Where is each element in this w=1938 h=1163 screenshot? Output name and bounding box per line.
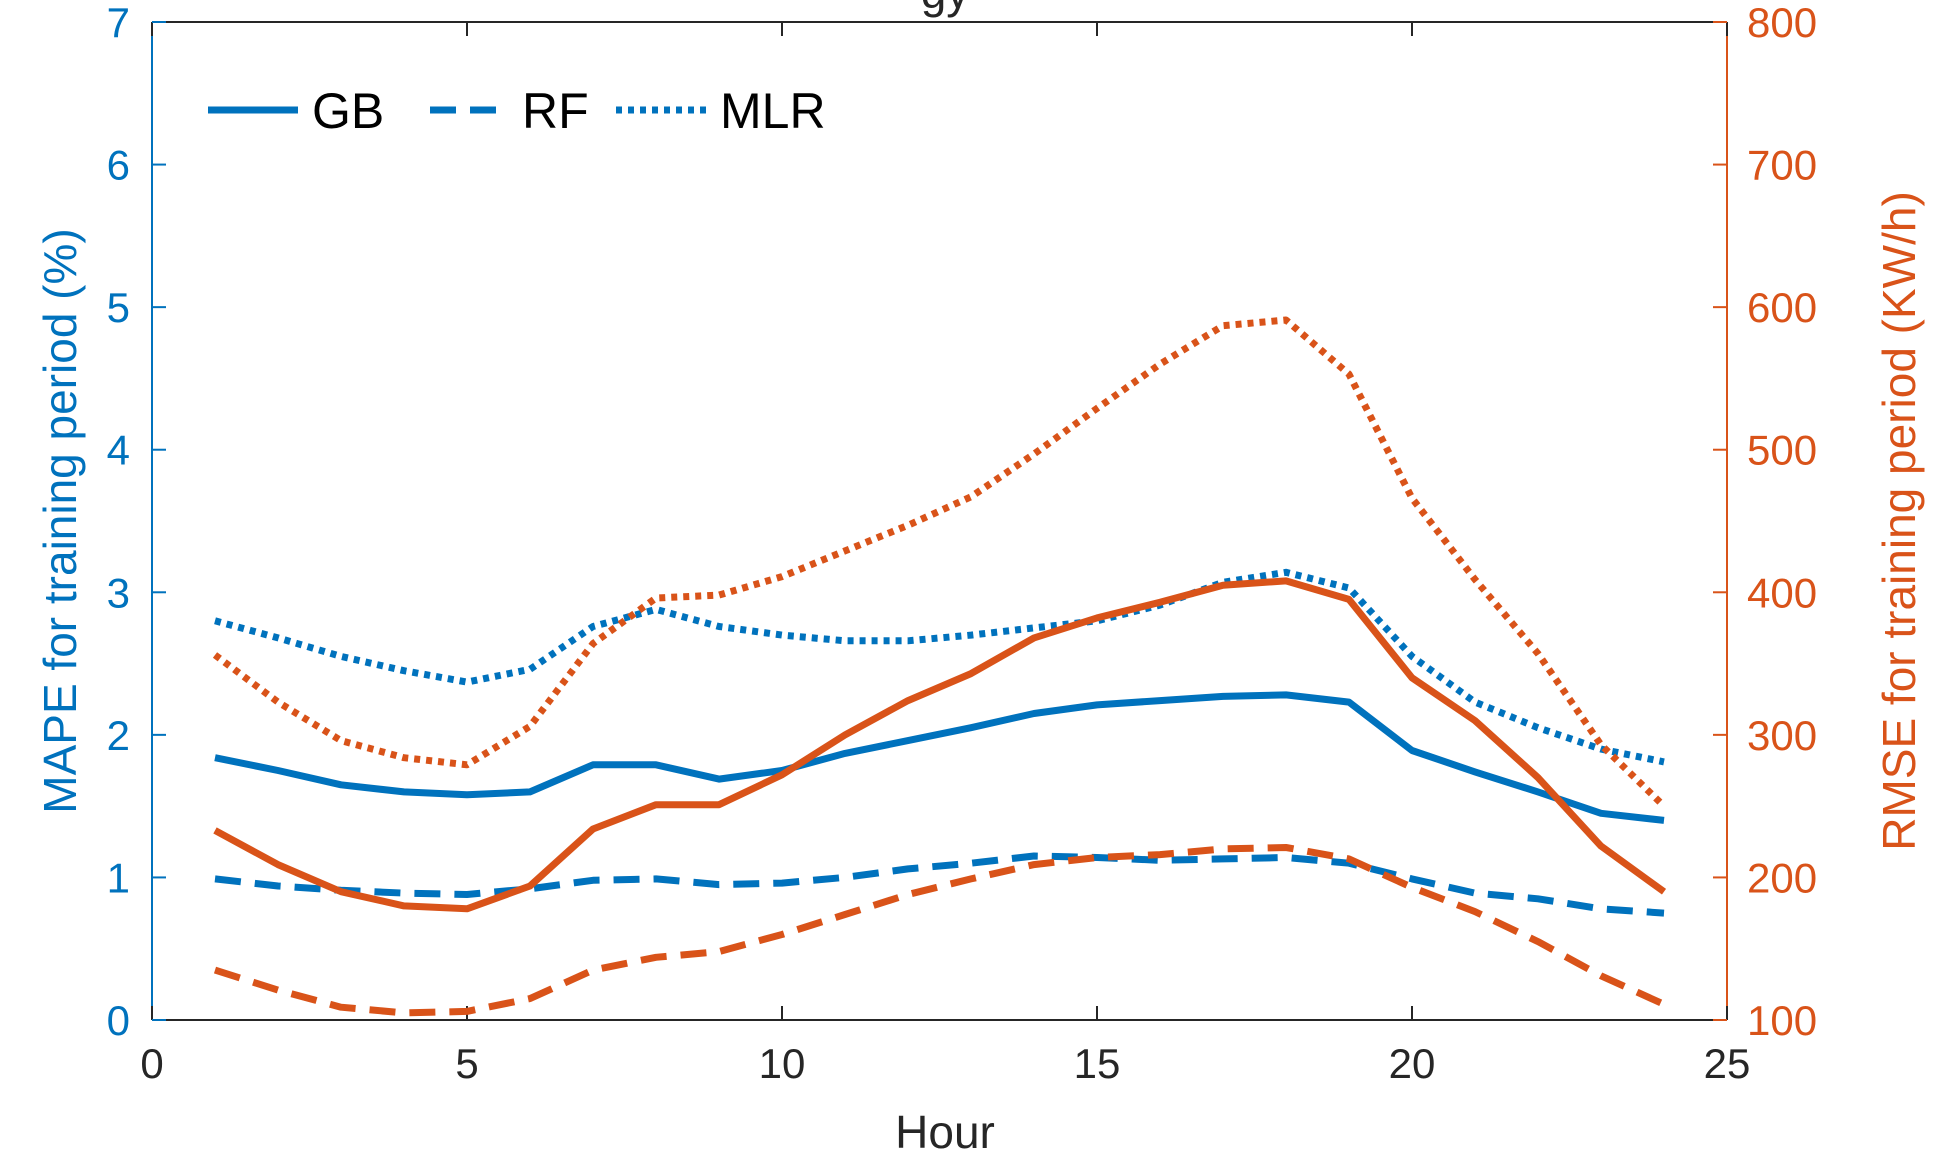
right-y-tick-label: 700 [1747,142,1817,189]
left-y-tick-label: 7 [107,0,130,46]
x-tick-label: 25 [1704,1040,1751,1087]
axes-frame [151,21,1728,1021]
legend-label-gb: GB [312,83,384,139]
series-lines [212,316,1667,1017]
legend-label-mlr: MLR [720,83,826,139]
right-y-tick-label: 400 [1747,569,1817,616]
left-y-tick-label: 4 [107,427,130,474]
tick-marks [151,21,1728,1021]
chart-title-fragment: gy [921,0,970,18]
legend: GB RF MLR [208,83,826,139]
left-y-tick-label: 3 [107,569,130,616]
series-line-gb-rmse [213,577,1667,913]
left-y-tick-label: 5 [107,284,130,331]
x-tick-label: 15 [1074,1040,1121,1087]
right-y-tick-label: 800 [1747,0,1817,46]
x-tick-label: 5 [455,1040,478,1087]
right-y-tick-label: 600 [1747,284,1817,331]
x-tick-label: 20 [1389,1040,1436,1087]
series-line-rf-rmse [213,844,1666,1017]
right-y-tick-label: 300 [1747,712,1817,759]
tick-labels: 0 5 10 15 20 25 0 1 2 3 4 5 6 7 100 200 300 400 500 600 700 8… [107,0,1817,1087]
x-tick-label: 0 [140,1040,163,1087]
left-y-tick-label: 6 [107,142,130,189]
right-y-tick-label: 100 [1747,997,1817,1044]
left-y-tick-label: 1 [107,854,130,901]
right-y-axis-title: RMSE for training period (KW/h) [1873,191,1925,851]
left-y-tick-label: 2 [107,712,130,759]
series-line-mlr-mape [214,568,1665,766]
series-line-mlr-rmse [212,316,1667,809]
right-y-tick-label: 500 [1747,427,1817,474]
left-y-tick-label: 0 [107,997,130,1044]
series-line-rf-mape [214,852,1665,917]
legend-label-rf: RF [522,83,589,139]
right-y-tick-label: 200 [1747,854,1817,901]
x-axis-title: Hour [895,1106,995,1158]
series-line-gb-mape [214,691,1665,824]
x-tick-label: 10 [759,1040,806,1087]
left-y-axis-title: MAPE for training period (%) [34,228,86,813]
